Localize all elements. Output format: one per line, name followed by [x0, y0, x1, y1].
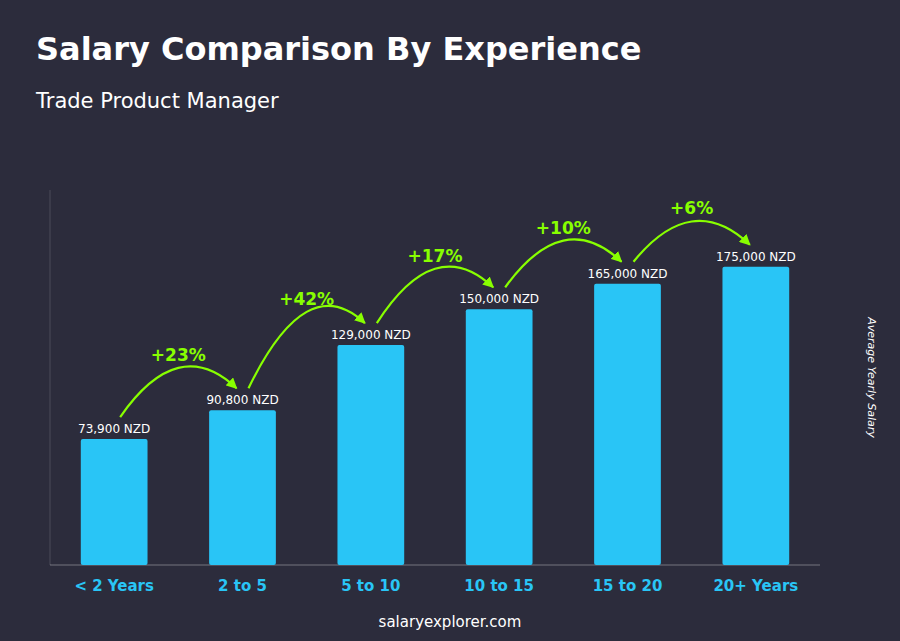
bars [81, 267, 789, 565]
annotation: +6% [670, 198, 713, 218]
bar [337, 345, 404, 565]
y-axis-line [50, 190, 51, 565]
chart-container: Salary Comparison By Experience Trade Pro… [0, 0, 900, 641]
x-tick-label: 15 to 20 [593, 577, 663, 595]
chart-svg: Salary Comparison By Experience Trade Pro… [0, 0, 900, 641]
arrow [249, 306, 365, 388]
x-tick-label: 20+ Years [713, 577, 798, 595]
arrow [120, 366, 236, 417]
x-axis-line [50, 565, 820, 566]
data-label: 73,900 NZD [78, 422, 150, 436]
bar [722, 267, 789, 565]
annotation: +23% [151, 345, 206, 365]
x-tick-label: 10 to 15 [464, 577, 534, 595]
bar [81, 439, 148, 565]
title: Salary Comparison By Experience [36, 30, 641, 68]
x-tick-label: < 2 Years [74, 577, 154, 595]
y-axis-label: Average Yearly Salary [865, 316, 878, 438]
data-label: 90,800 NZD [206, 393, 278, 407]
x-tick-label: 5 to 10 [341, 577, 400, 595]
background [0, 0, 900, 641]
data-label: 165,000 NZD [588, 267, 668, 281]
data-label: 129,000 NZD [331, 328, 411, 342]
x-tick-label: 2 to 5 [218, 577, 267, 595]
arrow [377, 267, 493, 324]
bar [466, 309, 533, 565]
arrow [505, 239, 621, 287]
annotation: +10% [536, 218, 591, 238]
annotation: +42% [279, 289, 334, 309]
bar [594, 284, 661, 565]
data-label: 175,000 NZD [716, 250, 796, 264]
footer: salaryexplorer.com [379, 613, 522, 631]
annotation: +17% [408, 246, 463, 266]
arrow [634, 221, 750, 262]
data-label: 150,000 NZD [459, 292, 539, 306]
bar [209, 410, 276, 565]
subtitle: Trade Product Manager [35, 89, 279, 113]
